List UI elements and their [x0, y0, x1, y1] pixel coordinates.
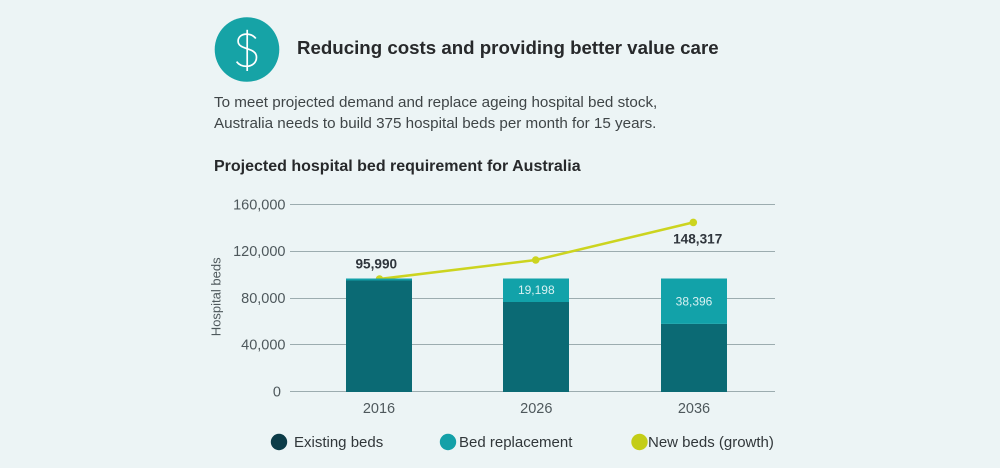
svg-text:40,000: 40,000: [241, 338, 285, 354]
svg-text:2016: 2016: [363, 401, 395, 417]
svg-text:Bed replacement: Bed replacement: [459, 434, 573, 451]
svg-text:120,000: 120,000: [233, 244, 285, 260]
svg-text:Existing beds: Existing beds: [294, 434, 383, 451]
svg-text:2036: 2036: [678, 401, 710, 417]
svg-text:0: 0: [273, 385, 281, 401]
svg-text:Hospital beds: Hospital beds: [208, 257, 223, 336]
svg-text:19,198: 19,198: [518, 283, 555, 297]
svg-text:New beds (growth): New beds (growth): [648, 434, 774, 451]
svg-text:38,396: 38,396: [676, 294, 713, 308]
svg-text:2026: 2026: [520, 401, 552, 417]
svg-text:148,317: 148,317: [673, 231, 722, 246]
svg-text:160,000: 160,000: [233, 198, 285, 214]
svg-text:80,000: 80,000: [241, 291, 285, 307]
svg-text:95,990: 95,990: [356, 257, 398, 272]
